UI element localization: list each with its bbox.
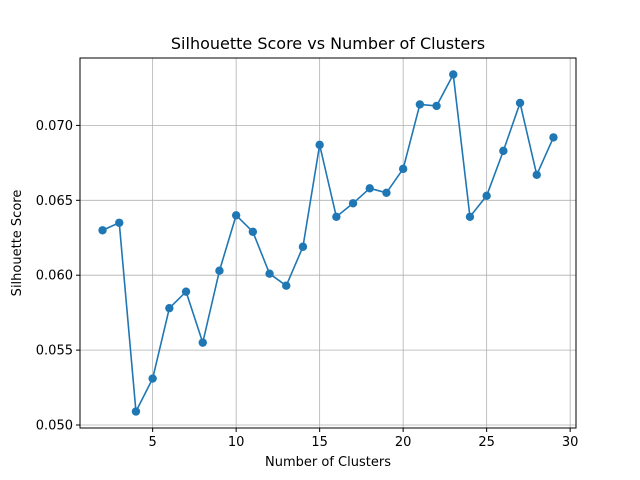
data-point-marker — [549, 133, 558, 142]
data-point-marker — [348, 199, 358, 208]
data-point-marker — [398, 164, 408, 174]
y-axis-title: Silhouette Score — [10, 190, 25, 297]
data-point-marker — [198, 338, 207, 347]
data-point-marker — [115, 218, 124, 227]
y-tick-label: 0.070 — [36, 119, 73, 134]
x-tick-label: 20 — [395, 435, 412, 450]
y-tick-label: 0.050 — [36, 419, 73, 434]
data-point-marker — [248, 227, 258, 236]
y-axis-ticks: 0.050 0.055 0.060 0.065 0.070 — [36, 119, 80, 434]
y-tick-label: 0.060 — [36, 269, 73, 284]
data-point-marker — [332, 212, 341, 221]
data-point-marker — [265, 269, 274, 278]
data-point-marker — [465, 212, 475, 221]
y-tick-label: 0.055 — [36, 344, 73, 359]
data-point-marker — [98, 226, 107, 235]
data-point-marker — [131, 407, 141, 416]
data-point-marker — [282, 281, 291, 290]
data-point-marker — [415, 100, 425, 109]
data-point-marker — [181, 287, 191, 296]
x-tick-label: 10 — [228, 435, 245, 450]
data-point-marker — [449, 70, 458, 79]
data-point-marker — [298, 242, 308, 251]
data-point-marker — [165, 303, 174, 313]
data-point-marker — [148, 374, 157, 383]
data-point-marker — [515, 98, 525, 108]
data-series — [98, 70, 558, 416]
chart-title: Silhouette Score vs Number of Clusters — [171, 34, 485, 53]
plot-area-frame — [79, 57, 577, 429]
data-point-marker — [231, 211, 241, 220]
y-tick-label: 0.065 — [36, 194, 73, 209]
x-tick-label: 5 — [149, 435, 157, 450]
x-tick-label: 15 — [311, 435, 328, 450]
x-tick-label: 30 — [562, 435, 579, 450]
grid-lines — [80, 58, 576, 428]
x-axis-ticks: 5 10 15 20 25 30 — [149, 428, 579, 450]
data-point-marker — [382, 188, 391, 198]
data-point-marker — [215, 266, 224, 275]
data-point-marker — [432, 101, 441, 111]
data-point-marker — [365, 184, 374, 193]
x-tick-label: 25 — [478, 435, 495, 450]
data-point-marker — [499, 146, 508, 156]
data-point-marker — [532, 170, 541, 180]
x-axis-title: Number of Clusters — [265, 455, 391, 470]
data-point-marker — [482, 191, 491, 201]
data-point-marker — [315, 140, 324, 150]
series-line — [102, 73, 555, 413]
